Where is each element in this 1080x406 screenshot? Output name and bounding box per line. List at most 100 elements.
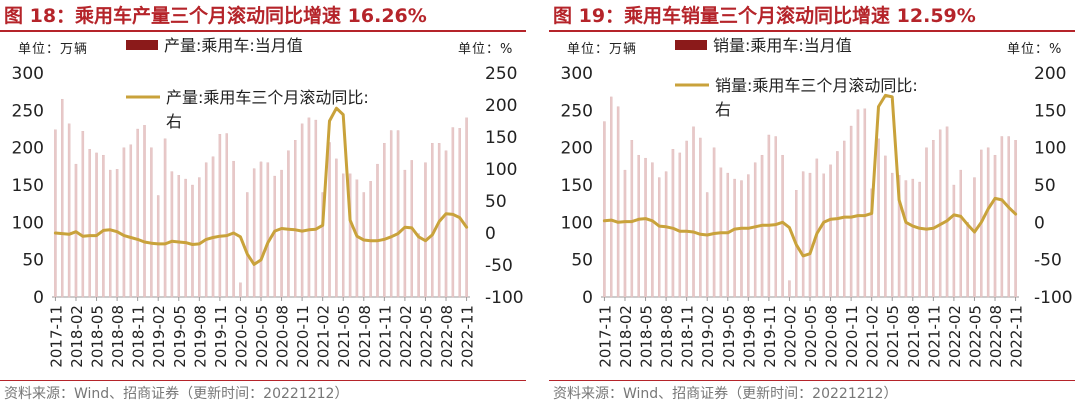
bar	[246, 192, 249, 298]
bar	[307, 117, 311, 298]
y-left-tick-label: 250	[12, 101, 44, 121]
bar	[191, 184, 194, 298]
bar	[685, 140, 688, 298]
y-left-tick-label: 150	[561, 176, 593, 196]
x-tick-label: 2019-08	[191, 305, 209, 368]
bar	[1014, 140, 1017, 298]
y-left-tick-label: 150	[12, 176, 44, 196]
x-tick-label: 2020-08	[274, 305, 292, 368]
x-tick-label: 2021-02	[864, 305, 882, 368]
legend-label-line: 产量:乘用车三个月滚动同比:右	[166, 88, 369, 131]
bar	[314, 119, 318, 298]
bar	[102, 154, 105, 298]
bar	[95, 152, 98, 298]
legend-label-line: 销量:乘用车三个月滚动同比:右	[715, 76, 918, 119]
y-right-tick-label: 200	[1034, 64, 1066, 84]
x-tick-label: 2022-02	[946, 305, 964, 368]
bar	[444, 150, 448, 298]
bar	[225, 133, 228, 298]
bar	[781, 154, 784, 298]
bar	[753, 162, 757, 298]
bar	[458, 128, 461, 298]
legend-swatch-bar	[126, 40, 158, 50]
bar	[932, 140, 935, 298]
bar	[67, 123, 71, 298]
bar	[129, 144, 133, 298]
bar	[890, 172, 894, 298]
bar	[389, 130, 393, 298]
x-tick-label: 2021-08	[905, 305, 923, 368]
x-tick-label: 2018-02	[617, 305, 635, 368]
y-left-tick-label: 200	[12, 139, 44, 159]
y-left-tick-label: 100	[12, 213, 44, 233]
bar	[822, 173, 825, 298]
chart-sales: 0 50 100 150 200 250 300 -100 -50 0 50 100 150 200 单位：…	[561, 36, 1073, 368]
bar	[740, 180, 743, 298]
bar	[747, 174, 750, 298]
x-tick-label: 2022-02	[397, 305, 415, 368]
y-left-tick-label: 50	[22, 251, 44, 271]
bar	[273, 175, 276, 298]
bar	[843, 140, 846, 298]
bar	[54, 129, 57, 298]
bar	[623, 169, 627, 298]
x-tick-label: 2020-02	[232, 305, 250, 368]
y-left-tick-label: 0	[33, 288, 44, 308]
bar	[294, 140, 297, 298]
y-right-tick-label: -50	[1034, 251, 1062, 271]
bar	[81, 131, 85, 298]
bar	[335, 158, 338, 298]
bar	[904, 180, 908, 298]
bar	[705, 192, 709, 298]
x-tick-label: 2018-08	[109, 305, 127, 368]
x-tick-label: 2020-11	[294, 305, 312, 368]
y-right-tick-label: 150	[485, 128, 517, 148]
bar	[204, 162, 208, 298]
y-right-tick-label: 200	[485, 96, 517, 116]
bar	[993, 154, 997, 298]
bar	[362, 192, 366, 298]
bar	[808, 172, 812, 298]
bar	[177, 175, 181, 298]
y-right-tick-label: -50	[485, 256, 513, 276]
bar	[280, 169, 283, 298]
y-right-tick-label: 50	[485, 192, 507, 212]
bar	[136, 128, 139, 298]
bar	[959, 169, 963, 298]
x-tick-label: 2017-11	[47, 305, 65, 368]
source-note: 资料来源：Wind、招商证券（更新时间：20221212）	[553, 386, 898, 402]
bar	[287, 150, 290, 298]
bar	[417, 233, 420, 298]
bar	[122, 147, 126, 298]
bar	[644, 157, 647, 298]
x-tick-label: 2020-05	[253, 305, 271, 368]
x-tick-label: 2021-11	[925, 305, 943, 368]
x-tick-label: 2019-05	[171, 305, 189, 368]
y-right-tick-label: 100	[1034, 139, 1066, 159]
y-right-tick-label: 50	[1034, 176, 1056, 196]
x-tick-label: 2021-11	[376, 305, 394, 368]
bar	[198, 177, 201, 298]
x-tick-label: 2022-11	[1008, 305, 1026, 368]
x-tick-label: 2021-08	[356, 305, 374, 368]
bar	[211, 156, 215, 298]
x-tick-label: 2020-05	[802, 305, 820, 368]
bar	[877, 138, 880, 298]
bar	[637, 154, 640, 298]
y-right-tick-label: -100	[485, 288, 524, 308]
bar	[61, 98, 64, 298]
bar	[815, 158, 819, 298]
bar	[884, 155, 887, 298]
bar	[671, 149, 675, 298]
x-tick-label: 2018-11	[679, 305, 697, 368]
bar	[88, 149, 91, 298]
bar	[945, 126, 949, 298]
bar	[396, 130, 400, 298]
x-tick-label: 2019-02	[699, 305, 717, 368]
y-right-tick-label: 0	[1034, 213, 1045, 233]
y-right-tick-label: 100	[485, 160, 517, 180]
bar	[699, 137, 702, 298]
bar	[767, 134, 771, 298]
bar	[403, 169, 407, 298]
y-left-tick-label: 300	[561, 64, 593, 84]
